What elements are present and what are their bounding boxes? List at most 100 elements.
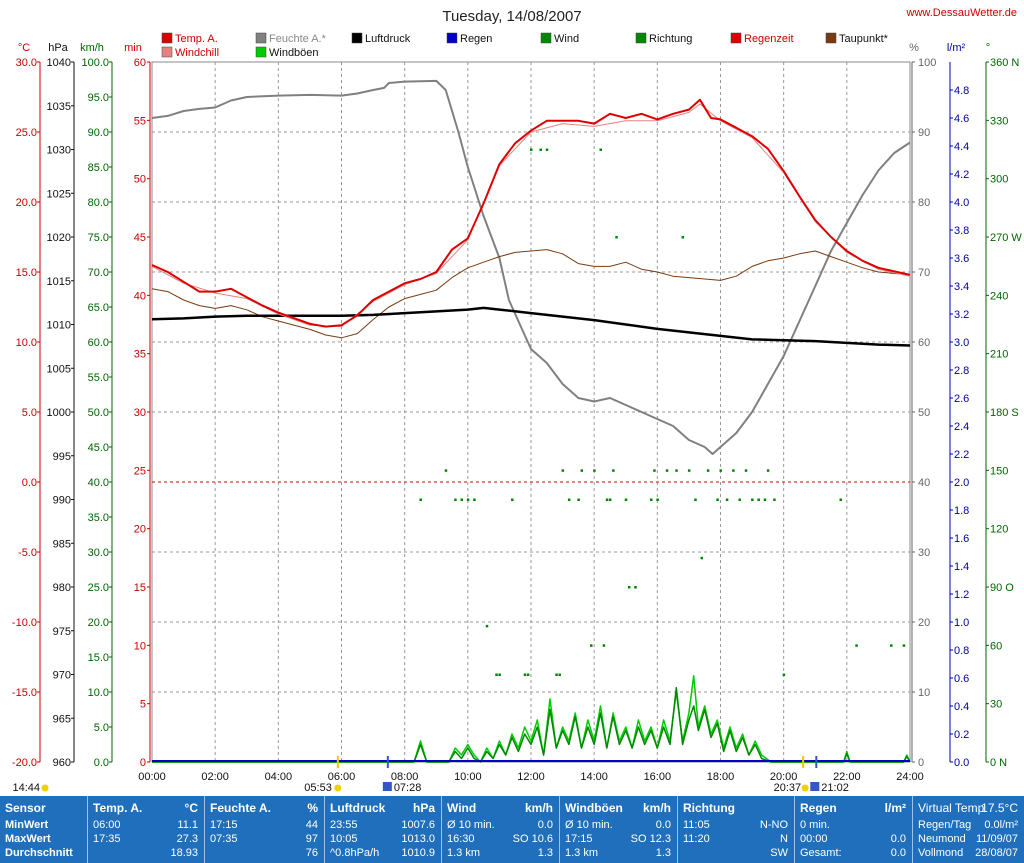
legend-label: Taupunkt* (839, 33, 889, 45)
stats-cell-label: 17:35 (93, 833, 121, 845)
direction-point (605, 498, 609, 501)
stats-column: Wind km/h Ø 10 min. 0.0 16:30 SO 10.6 1.3 km 1.… (442, 796, 560, 863)
axis-label-wind: 20.0 (88, 617, 109, 629)
axis-units: °C hPa km/h min% l/m² ° (18, 42, 990, 54)
axis-label-rain_time: 15 (134, 582, 146, 594)
axis-label-rain_time: 35 (134, 349, 146, 361)
legend-label: Regen (460, 33, 492, 45)
axis-label-humidity: 30 (918, 547, 930, 559)
axis-label-pressure: 990 (53, 495, 71, 507)
stats-row: SW (683, 847, 788, 861)
axis-label-temp: 25.0 (16, 127, 37, 139)
direction-point (593, 469, 596, 472)
series (151, 79, 911, 763)
stats-row: 11:20 N (683, 833, 788, 847)
stats-row: 76 (210, 847, 318, 861)
direction-point (694, 498, 697, 501)
axis-label-pressure: 975 (53, 626, 71, 638)
direction-point (627, 586, 631, 589)
stats-header: Feuchte A. (210, 801, 271, 815)
axis-label-humidity: 70 (918, 267, 930, 279)
stats-cell-label: MinWert (5, 819, 49, 831)
unit-pressure: hPa (48, 42, 68, 54)
axis-label-wind: 75.0 (88, 232, 109, 244)
axis-label-wind: 50.0 (88, 407, 109, 419)
legend-swatch (255, 32, 267, 44)
axis-label-wind: 45.0 (88, 442, 109, 454)
axis-label-wind: 35.0 (88, 512, 109, 524)
stats-header: Regen (800, 801, 837, 815)
time-label: 14:00 (580, 771, 608, 783)
stats-row: 06:00 11.1 (93, 819, 198, 833)
axis-label-wind: 65.0 (88, 302, 109, 314)
legend-item: Taupunkt* (825, 32, 889, 45)
direction-point (561, 469, 565, 472)
axis-label-rain: 1.2 (954, 589, 969, 601)
unit-rain_time: min (124, 42, 142, 54)
stats-unit: 17.5°C (981, 801, 1018, 815)
axis-label-rain: 0.6 (954, 673, 969, 685)
direction-point (719, 469, 722, 472)
axis-label-pressure: 995 (53, 451, 71, 463)
axis-label-pressure: 1010 (47, 320, 71, 332)
series-line-temp-a (151, 98, 911, 328)
stats-cell-value: 0.0 (655, 819, 671, 831)
stats-header: Virtual Temp (918, 801, 985, 815)
stats-cell-value: 1007.6 (401, 819, 435, 831)
axis-label-rain: 3.8 (954, 225, 969, 237)
stats-cell-label: Neumond (918, 833, 966, 845)
stats-cell-label: 00:00 (800, 833, 828, 845)
axis-label-temp: 30.0 (16, 57, 37, 69)
stats-column: Richtung 11:05 N-NO 11:20 N SW (678, 796, 795, 863)
stats-column: Virtual Temp 17.5°C Regen/Tag 0.0l/m² Neumon… (913, 796, 1024, 863)
direction-point (608, 498, 612, 501)
stats-cell-label: Durchschnitt (5, 847, 73, 859)
stats-header: Temp. A. (93, 801, 143, 815)
sunrise-icon (334, 784, 342, 792)
stats-cell-value: 11.1 (177, 819, 198, 831)
stats-row: MaxWert (5, 833, 81, 847)
axis-label-rain: 4.4 (954, 141, 969, 153)
series-line-windb-en (152, 675, 911, 763)
axis-label-pressure: 970 (53, 670, 71, 682)
direction-point (511, 498, 514, 501)
time-label: 22:00 (833, 771, 861, 783)
axis-label-direction: 90 O (990, 582, 1014, 594)
legend-item: Luftdruck (351, 32, 411, 45)
stats-cell-value: 27.3 (176, 833, 198, 845)
stats-column: Feuchte A.% 17:15 44 07:35 97 76 (205, 796, 325, 863)
direction-point (466, 498, 470, 501)
stats-cell-label: 11:20 (683, 833, 710, 845)
direction-point (890, 644, 893, 647)
axis-label-wind: 100.0 (81, 57, 109, 69)
axis-label-pressure: 1030 (47, 145, 71, 157)
axis-label-pressure: 1040 (47, 57, 71, 69)
stats-cell-value: 0.0 (890, 833, 906, 845)
direction-point (530, 148, 533, 151)
site-link[interactable]: www.DessauWetter.de (906, 7, 1017, 19)
series-line-feuchte-a (151, 79, 911, 455)
direction-point (444, 469, 448, 472)
legend-label: Richtung (649, 33, 692, 45)
sunset-icon (801, 784, 809, 792)
sun-moon-markers: 14:44 05:53 07:28 20:37 21:02 (12, 756, 849, 794)
axis-label-pressure: 1000 (47, 407, 71, 419)
direction-point (555, 673, 558, 676)
stats-row: 07:35 97 (210, 833, 318, 847)
legend-item: Windböen (255, 46, 319, 59)
stats-header: Sensor (5, 801, 46, 815)
unit-temp: °C (18, 42, 30, 54)
time-label: 18:00 (707, 771, 735, 783)
axis-label-direction: 150 (990, 465, 1008, 477)
sunset-time: 20:37 (774, 782, 802, 794)
stats-unit: l/m² (884, 801, 906, 815)
legend-swatch (825, 32, 837, 44)
direction-point (454, 498, 457, 501)
stats-cell-label: 17:15 (565, 833, 593, 845)
axis-label-rain_time: 0 (140, 757, 146, 769)
stats-header: Luftdruck (330, 801, 386, 815)
axis-label-humidity: 50 (918, 407, 930, 419)
legend-swatch (730, 32, 742, 44)
legend-label: Luftdruck (365, 33, 411, 45)
direction-point (732, 469, 735, 472)
